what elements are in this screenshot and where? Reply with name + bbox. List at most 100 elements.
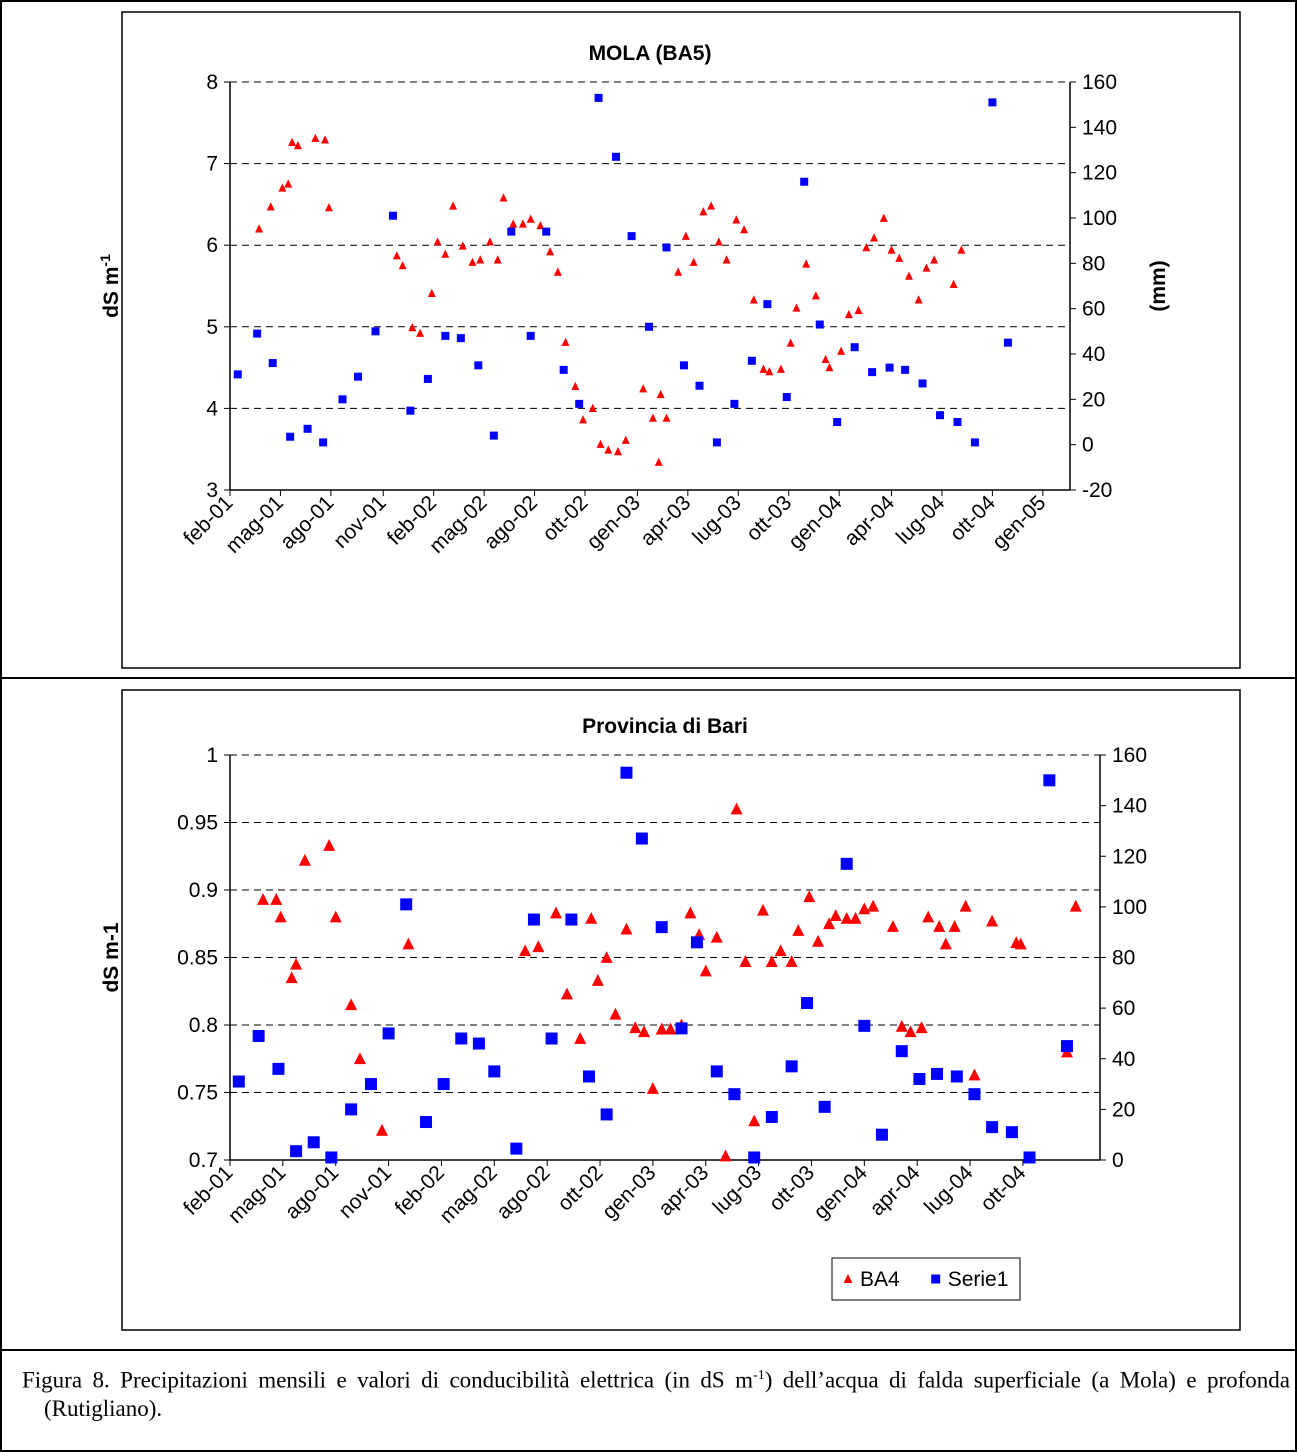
data-point bbox=[719, 1149, 732, 1162]
data-point bbox=[895, 1019, 908, 1032]
data-point bbox=[664, 1022, 677, 1035]
data-point bbox=[1043, 774, 1056, 787]
y2-tick-label: 80 bbox=[1112, 947, 1135, 970]
data-point bbox=[345, 998, 358, 1011]
data-point bbox=[635, 832, 648, 845]
data-point bbox=[455, 1032, 468, 1045]
legend-marker bbox=[843, 1273, 853, 1284]
data-point bbox=[290, 1145, 303, 1158]
data-point bbox=[553, 267, 562, 276]
data-point bbox=[588, 403, 597, 412]
data-point bbox=[621, 435, 630, 444]
legend-label: Serie1 bbox=[948, 1268, 1009, 1291]
data-point bbox=[433, 237, 442, 246]
data-point bbox=[747, 356, 756, 365]
data-point bbox=[574, 1032, 587, 1044]
data-point bbox=[699, 207, 708, 216]
data-point bbox=[509, 219, 518, 228]
data-point bbox=[406, 406, 415, 415]
data-point bbox=[489, 431, 498, 440]
data-point bbox=[858, 1019, 871, 1032]
data-point bbox=[233, 370, 242, 379]
data-point bbox=[499, 193, 508, 202]
data-point bbox=[645, 322, 654, 331]
data-point bbox=[472, 1037, 485, 1050]
data-point bbox=[722, 255, 731, 264]
data-point bbox=[646, 1082, 659, 1094]
data-point bbox=[458, 241, 467, 250]
data-point bbox=[776, 364, 785, 373]
data-point bbox=[252, 1029, 265, 1042]
legend-box bbox=[831, 1257, 1021, 1301]
y2-tick-label: 100 bbox=[1112, 896, 1147, 919]
data-point bbox=[474, 361, 483, 370]
data-point bbox=[591, 974, 604, 986]
y2-tick-label: 20 bbox=[1112, 1098, 1135, 1121]
data-point bbox=[266, 202, 275, 211]
data-point bbox=[253, 329, 262, 338]
data-point bbox=[468, 257, 477, 266]
y-tick-label: 8 bbox=[206, 71, 218, 94]
data-point bbox=[613, 447, 622, 456]
data-point bbox=[675, 1022, 688, 1035]
y-tick-label: 0.9 bbox=[189, 879, 218, 902]
legend-label: BA4 bbox=[860, 1268, 900, 1291]
data-point bbox=[255, 224, 264, 233]
data-point bbox=[364, 1078, 377, 1091]
data-point bbox=[620, 922, 633, 935]
data-point bbox=[800, 177, 809, 186]
data-point bbox=[293, 141, 302, 150]
y2-tick-label: 160 bbox=[1112, 744, 1147, 767]
data-point bbox=[801, 997, 814, 1010]
data-point bbox=[388, 211, 397, 220]
data-point bbox=[408, 323, 417, 332]
data-point bbox=[915, 1021, 928, 1034]
data-point bbox=[712, 438, 721, 447]
data-point bbox=[679, 361, 688, 370]
data-point bbox=[867, 899, 880, 912]
data-point bbox=[353, 1052, 366, 1065]
data-point bbox=[427, 288, 436, 297]
y-tick-label: 3 bbox=[206, 479, 218, 502]
data-point bbox=[1023, 1151, 1036, 1164]
data-point bbox=[782, 393, 791, 402]
data-point bbox=[1003, 338, 1012, 347]
caption-text: Figura 8. Precipitazioni mensili e valor… bbox=[22, 1367, 754, 1393]
data-point bbox=[986, 914, 999, 927]
y2-tick-label: 140 bbox=[1112, 795, 1147, 818]
data-point bbox=[456, 334, 465, 343]
data-point bbox=[870, 233, 879, 242]
y2-tick-label: 120 bbox=[1082, 162, 1117, 185]
data-point bbox=[518, 219, 527, 228]
data-point bbox=[710, 930, 723, 943]
data-point bbox=[850, 343, 859, 352]
data-point bbox=[913, 1073, 926, 1085]
data-point bbox=[674, 267, 683, 276]
data-point bbox=[844, 309, 853, 319]
y-tick-label: 5 bbox=[206, 316, 218, 339]
data-point bbox=[507, 227, 516, 236]
y-axis-label: dS m-1 bbox=[97, 254, 123, 318]
data-point bbox=[825, 363, 834, 372]
y2-tick-label: 120 bbox=[1112, 845, 1147, 868]
data-point bbox=[849, 911, 862, 924]
y2-tick-label: 0 bbox=[1112, 1149, 1124, 1172]
data-point bbox=[594, 93, 603, 102]
data-point bbox=[821, 354, 830, 364]
data-point bbox=[284, 179, 293, 188]
data-point bbox=[656, 389, 665, 399]
data-point bbox=[968, 1088, 981, 1101]
data-point bbox=[868, 368, 877, 377]
data-point bbox=[695, 381, 704, 390]
data-point bbox=[757, 903, 770, 916]
data-point bbox=[629, 1021, 642, 1034]
data-point bbox=[560, 987, 573, 1000]
data-point bbox=[765, 955, 778, 967]
data-point bbox=[575, 399, 584, 408]
data-point bbox=[662, 413, 671, 422]
data-point bbox=[681, 231, 690, 240]
data-point bbox=[690, 936, 703, 949]
data-point bbox=[763, 300, 772, 309]
data-point bbox=[579, 415, 588, 424]
data-point bbox=[740, 225, 749, 234]
